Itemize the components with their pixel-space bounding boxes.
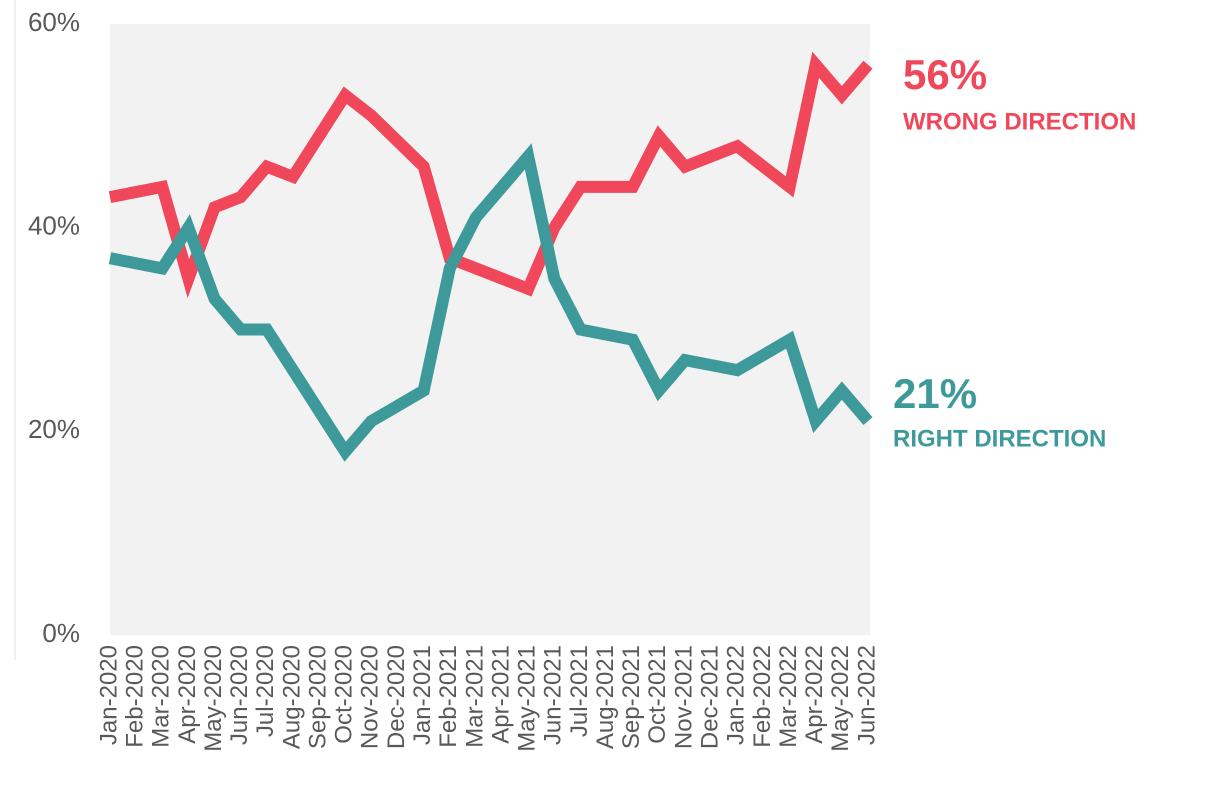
- x-tick-label: Nov-2020: [357, 645, 384, 749]
- x-tick-label: Mar-2021: [461, 645, 488, 748]
- x-tick-label: Jan-2020: [95, 645, 122, 745]
- series-label: RIGHT DIRECTION: [893, 425, 1106, 452]
- series-line: [108, 51, 873, 298]
- y-tick-label: 0%: [42, 618, 80, 648]
- x-tick-label: May-2021: [514, 645, 541, 752]
- series-line: [108, 143, 873, 462]
- x-tick-label: May-2020: [200, 645, 227, 752]
- x-tick-label: Sep-2020: [304, 645, 331, 749]
- x-tick-label: Oct-2021: [644, 645, 671, 744]
- plot-area: [110, 24, 870, 635]
- end-label: 56%: [903, 51, 987, 98]
- x-tick-label: Dec-2020: [383, 645, 410, 749]
- x-tick-label: Jan-2021: [409, 645, 436, 745]
- x-tick-label: May-2022: [827, 645, 854, 752]
- x-tick-label: Jun-2020: [226, 645, 253, 745]
- x-tick-label: Feb-2022: [749, 645, 776, 748]
- series-label: WRONG DIRECTION: [903, 108, 1136, 135]
- x-tick-label: Mar-2020: [148, 645, 175, 748]
- x-tick-label: Jan-2022: [723, 645, 750, 745]
- x-tick-label: Dec-2021: [697, 645, 724, 749]
- x-tick-label: Jun-2021: [540, 645, 567, 745]
- x-tick-label: Apr-2020: [174, 645, 201, 744]
- x-tick-label: Aug-2021: [592, 645, 619, 749]
- y-tick-label: 20%: [28, 414, 80, 444]
- x-tick-label: Jun-2022: [853, 645, 880, 745]
- x-tick-label: Feb-2021: [435, 645, 462, 748]
- x-tick-label: Mar-2022: [775, 645, 802, 748]
- x-tick-label: Jul-2020: [252, 645, 279, 737]
- x-tick-label: Nov-2021: [670, 645, 697, 749]
- x-tick-label: Oct-2020: [331, 645, 358, 744]
- end-label: 21%: [893, 370, 977, 417]
- x-tick-label: Feb-2020: [121, 645, 148, 748]
- x-tick-label: Jul-2021: [566, 645, 593, 737]
- x-tick-label: Aug-2020: [278, 645, 305, 749]
- x-tick-label: Apr-2022: [801, 645, 828, 744]
- x-tick-label: Sep-2021: [618, 645, 645, 749]
- x-tick-label: Apr-2021: [487, 645, 514, 744]
- y-tick-label: 60%: [28, 7, 80, 37]
- y-tick-label: 40%: [28, 211, 80, 241]
